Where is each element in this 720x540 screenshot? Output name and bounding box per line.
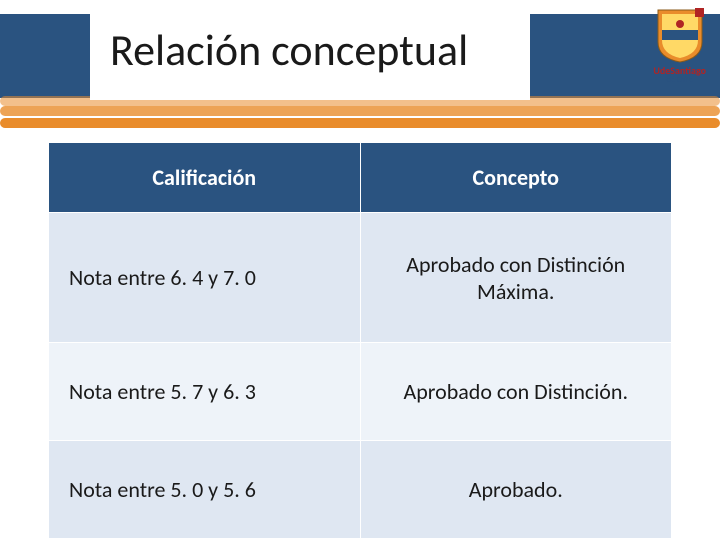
col-header-concepto: Concepto bbox=[360, 143, 672, 213]
logo-sub: de Chile bbox=[653, 76, 706, 84]
cell-calificacion: Nota entre 6. 4 y 7. 0 bbox=[49, 213, 361, 343]
table-row: Nota entre 6. 4 y 7. 0 Aprobado con Dist… bbox=[49, 213, 672, 343]
university-logo: UdeSantiago de Chile bbox=[653, 6, 706, 84]
cell-concepto: Aprobado. bbox=[360, 441, 672, 539]
grades-table: Calificación Concepto Nota entre 6. 4 y … bbox=[48, 142, 672, 539]
cell-calificacion: Nota entre 5. 7 y 6. 3 bbox=[49, 343, 361, 441]
accent-band-2 bbox=[0, 106, 720, 116]
cell-concepto: Aprobado con Distinción Máxima. bbox=[360, 213, 672, 343]
table-row: Nota entre 5. 7 y 6. 3 Aprobado con Dist… bbox=[49, 343, 672, 441]
accent-band-3 bbox=[0, 118, 720, 128]
title-container: Relación conceptual bbox=[90, 0, 530, 100]
slide: Relación conceptual UdeSantiago de Chile… bbox=[0, 0, 720, 540]
col-header-calificacion: Calificación bbox=[49, 143, 361, 213]
shield-icon bbox=[654, 6, 706, 64]
cell-calificacion: Nota entre 5. 0 y 5. 6 bbox=[49, 441, 361, 539]
table-header-row: Calificación Concepto bbox=[49, 143, 672, 213]
page-title: Relación conceptual bbox=[90, 23, 468, 77]
cell-concepto: Aprobado con Distinción. bbox=[360, 343, 672, 441]
table-row: Nota entre 5. 0 y 5. 6 Aprobado. bbox=[49, 441, 672, 539]
logo-text: UdeSantiago de Chile bbox=[653, 66, 706, 84]
